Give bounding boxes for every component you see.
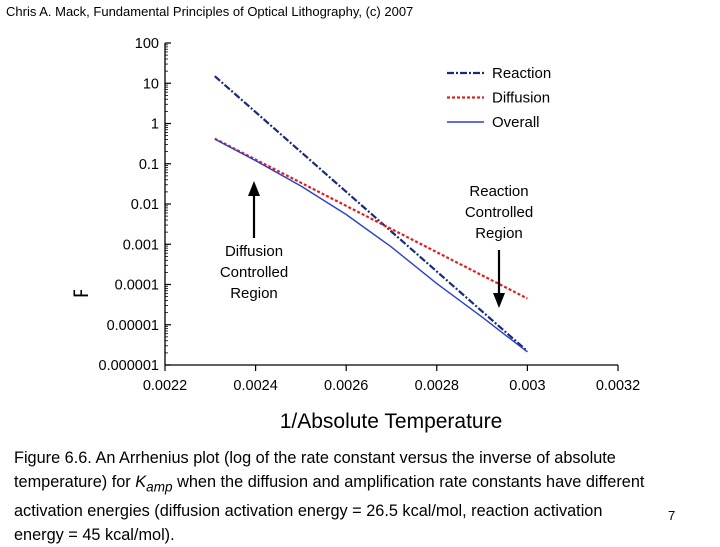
series-line-reaction (214, 75, 529, 353)
x-tick-label: 0.003 (509, 378, 545, 394)
page-number: 7 (668, 508, 676, 523)
figure-caption: Figure 6.6. An Arrhenius plot (log of th… (14, 446, 654, 547)
y-tick-label: 0.00001 (107, 318, 159, 334)
y-tick-label: 0.001 (123, 237, 159, 253)
header-citation: Chris A. Mack, Fundamental Principles of… (6, 4, 414, 19)
annotation-diffusion-text: Region (230, 285, 278, 302)
chart-annotations: Diffusion Controlled Region Reaction Control… (220, 181, 533, 308)
annotation-arrowhead-up (248, 181, 260, 196)
y-tick-label: 0.1 (139, 157, 159, 173)
legend-label-overall: Overall (492, 114, 540, 131)
annotation-reaction-text: Controlled (465, 204, 533, 221)
y-axis-label: Rate (70, 254, 93, 298)
series-line-diffusion (214, 137, 528, 300)
y-tick-label: 10 (143, 76, 159, 92)
y-tick-label: 100 (135, 36, 159, 52)
x-axis-label: 1/Absolute Temperature (280, 410, 503, 433)
caption-prefix: Figure 6.6. An Arrhenius plot (log of th… (14, 449, 616, 491)
annotation-reaction-text: Region (475, 225, 523, 242)
y-tick-label: 0.0001 (115, 278, 159, 294)
x-tick-label: 0.0024 (233, 378, 277, 394)
x-tick-label: 0.0026 (324, 378, 368, 394)
chart-series-layer (214, 75, 529, 353)
caption-symbol: K (135, 473, 147, 491)
x-tick-label: 0.0032 (596, 378, 640, 394)
legend-label-reaction: Reaction (492, 65, 551, 82)
y-tick-label: 0.000001 (99, 358, 159, 374)
caption-subscript: amp (146, 479, 173, 495)
y-tick-label: 1 (151, 117, 159, 133)
arrhenius-chart: 100 10 1 0.1 0.01 0.001 0.0001 0.00001 0.000001 0… (70, 36, 641, 433)
x-tick-label: 0.0028 (415, 378, 459, 394)
annotation-arrowhead-down (493, 293, 505, 308)
annotation-reaction-text: Reaction (469, 183, 528, 200)
x-tick-label: 0.0022 (143, 378, 187, 394)
legend-label-diffusion: Diffusion (492, 90, 550, 107)
series-line-overall (214, 138, 528, 353)
annotation-diffusion-text: Controlled (220, 264, 288, 281)
y-tick-label: 0.01 (131, 197, 159, 213)
chart-axes: 100 10 1 0.1 0.01 0.001 0.0001 0.00001 0.000001 0… (99, 36, 641, 394)
annotation-diffusion-text: Diffusion (225, 243, 283, 260)
chart-legend: Reaction Diffusion Overall (447, 65, 551, 131)
